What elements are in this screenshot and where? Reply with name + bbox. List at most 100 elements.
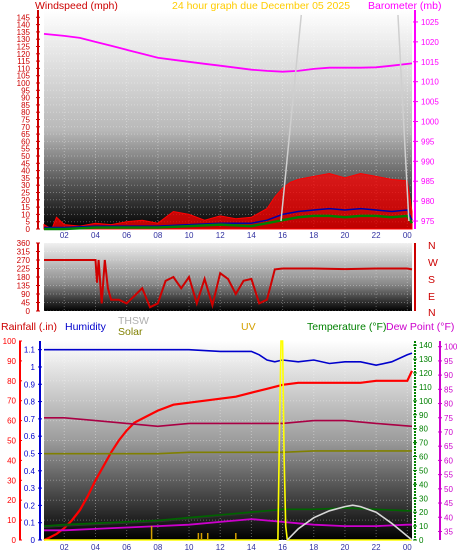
rain-axis-tick-label-100: 100 bbox=[3, 337, 17, 346]
top-x-tick-20: 20 bbox=[340, 231, 349, 240]
dir-axis-tick-label-45: 45 bbox=[21, 299, 30, 308]
temp-axis-tick-label-50: 50 bbox=[419, 466, 428, 475]
rain-axis-tick-label-30: 30 bbox=[7, 476, 16, 485]
compass-s: S bbox=[428, 274, 435, 286]
hum-axis-tick-label-0.8: 0.8 bbox=[24, 398, 36, 407]
wind-axis-tick-label-135: 135 bbox=[17, 28, 31, 37]
baro-axis-tick-label-1010: 1010 bbox=[421, 78, 439, 87]
bot-x-tick-12: 12 bbox=[216, 543, 225, 552]
baro-axis-tick-label-985: 985 bbox=[421, 177, 435, 186]
rain-axis-tick-label-20: 20 bbox=[7, 496, 16, 505]
compass-w: W bbox=[428, 257, 438, 269]
baro-axis-tick-label-1025: 1025 bbox=[421, 18, 439, 27]
wind-axis-tick-label-115: 115 bbox=[17, 57, 30, 66]
rain-axis-tick-label-90: 90 bbox=[7, 357, 16, 366]
series-solar-radiation bbox=[286, 504, 413, 541]
dew-axis-tick-label-85: 85 bbox=[444, 385, 453, 394]
temp-axis-tick-label-100: 100 bbox=[419, 397, 433, 406]
wind-axis-tick-label-30: 30 bbox=[21, 181, 30, 190]
thsw-label: THSW bbox=[118, 315, 149, 327]
wind-axis-tick-label-5: 5 bbox=[26, 218, 31, 227]
wind-axis-tick-label-45: 45 bbox=[21, 159, 30, 168]
series-rainfall bbox=[43, 370, 413, 542]
compass-n-top: N bbox=[428, 240, 436, 252]
top-x-tick-22: 22 bbox=[372, 231, 381, 240]
wind-axis-tick-label-130: 130 bbox=[17, 35, 31, 44]
wind-axis-tick-label-50: 50 bbox=[21, 152, 30, 161]
hum-axis-tick-label-0.9: 0.9 bbox=[24, 380, 36, 389]
dew-axis-tick-label-90: 90 bbox=[444, 371, 453, 380]
baro-axis-tick-label-1005: 1005 bbox=[421, 98, 439, 107]
hum-axis-tick-label-0.6: 0.6 bbox=[24, 432, 36, 441]
wind-axis-tick-label-60: 60 bbox=[21, 137, 30, 146]
dewpoint-label: Dew Point (°F) bbox=[386, 321, 454, 333]
compass-e: E bbox=[428, 291, 435, 303]
rain-axis-tick-label-50: 50 bbox=[7, 437, 16, 446]
bot-x-tick-06: 06 bbox=[122, 543, 131, 552]
bot-x-tick-18: 18 bbox=[309, 543, 318, 552]
rain-axis-tick-label-10: 10 bbox=[7, 516, 16, 525]
bot-x-tick-04: 04 bbox=[91, 543, 100, 552]
top-x-tick-08: 08 bbox=[153, 231, 162, 240]
temp-axis-tick-label-40: 40 bbox=[419, 480, 428, 489]
dir-axis-tick-label-225: 225 bbox=[17, 265, 31, 274]
series-wind-direction bbox=[44, 259, 413, 310]
series-humidity bbox=[44, 348, 413, 367]
hum-axis-tick-label-0.7: 0.7 bbox=[24, 415, 36, 424]
hum-axis-tick-label-0.2: 0.2 bbox=[24, 501, 36, 510]
wind-axis-tick-label-80: 80 bbox=[21, 108, 30, 117]
series-dew-point bbox=[44, 417, 413, 428]
dew-axis-tick-label-70: 70 bbox=[444, 428, 453, 437]
middle-series bbox=[44, 259, 413, 310]
hum-axis-tick-label-1.1: 1.1 bbox=[24, 346, 36, 355]
series-solar bbox=[44, 450, 412, 455]
baro-axis-tick-label-995: 995 bbox=[421, 137, 435, 146]
rain-axis-tick-label-40: 40 bbox=[7, 456, 16, 465]
wind-axis-tick-label-10: 10 bbox=[21, 210, 30, 219]
wind-axis-tick-label-85: 85 bbox=[21, 101, 30, 110]
windspeed-axis-label: Windspeed (mph) bbox=[35, 0, 118, 12]
barometer-axis-label: Barometer (mb) bbox=[368, 0, 442, 12]
dew-axis-tick-label-40: 40 bbox=[444, 513, 453, 522]
dew-axis-tick-label-65: 65 bbox=[444, 442, 453, 451]
hum-axis-tick-label-1: 1 bbox=[31, 363, 36, 372]
baro-axis-tick-label-975: 975 bbox=[421, 217, 435, 226]
temp-axis-tick-label-120: 120 bbox=[419, 369, 433, 378]
dir-axis-tick-label-315: 315 bbox=[17, 248, 31, 257]
top-series bbox=[43, 14, 414, 231]
temp-axis-tick-label-90: 90 bbox=[419, 411, 428, 420]
temp-axis-tick-label-60: 60 bbox=[419, 453, 428, 462]
baro-axis-tick-label-980: 980 bbox=[421, 197, 435, 206]
top-x-tick-06: 06 bbox=[122, 231, 131, 240]
chart-title: 24 hour graph due December 05 2025 bbox=[172, 0, 350, 12]
temp-axis-tick-label-0: 0 bbox=[419, 536, 424, 545]
hum-axis-tick-label-0: 0 bbox=[31, 536, 36, 545]
middle-plot-background bbox=[44, 243, 412, 311]
top-x-tick-12: 12 bbox=[216, 231, 225, 240]
baro-axis-tick-label-1000: 1000 bbox=[421, 117, 439, 126]
wind-axis-tick-label-0: 0 bbox=[26, 225, 31, 234]
temp-axis-tick-label-80: 80 bbox=[419, 425, 428, 434]
top-x-tick-18: 18 bbox=[309, 231, 318, 240]
wind-axis-tick-label-15: 15 bbox=[21, 203, 30, 212]
dir-axis-tick-label-180: 180 bbox=[17, 273, 31, 282]
rain-axis-tick-label-70: 70 bbox=[7, 397, 16, 406]
bot-x-tick-02: 02 bbox=[60, 543, 69, 552]
bot-x-tick-22: 22 bbox=[372, 543, 381, 552]
solar-label: Solar bbox=[118, 326, 143, 338]
wind-axis-tick-label-55: 55 bbox=[21, 145, 30, 154]
rain-axis-tick-label-60: 60 bbox=[7, 417, 16, 426]
top-x-tick-00: 00 bbox=[403, 231, 412, 240]
rain-axis-tick-label-0: 0 bbox=[12, 536, 17, 545]
top-grey-line-1 bbox=[280, 14, 303, 222]
wind-axis-tick-label-90: 90 bbox=[21, 94, 30, 103]
hum-axis-tick-label-0.1: 0.1 bbox=[24, 519, 36, 528]
top-x-tick-14: 14 bbox=[247, 231, 256, 240]
dir-axis-tick-label-0: 0 bbox=[26, 307, 31, 316]
dir-axis-tick-label-360: 360 bbox=[17, 239, 31, 248]
baro-axis-tick-label-1020: 1020 bbox=[421, 38, 439, 47]
wind-axis-tick-label-40: 40 bbox=[21, 167, 30, 176]
series-wind bbox=[44, 207, 413, 229]
dew-axis-tick-label-75: 75 bbox=[444, 414, 453, 423]
